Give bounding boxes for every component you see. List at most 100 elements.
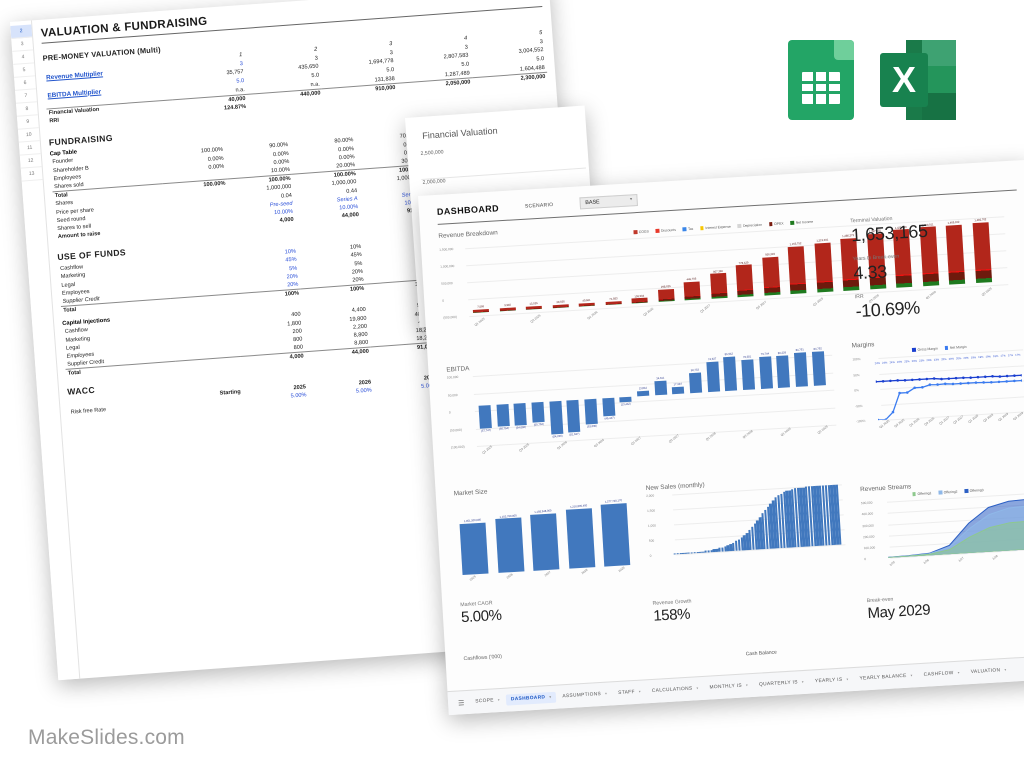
revenue-growth-value: 158%: [652, 605, 691, 625]
bar: [566, 399, 581, 433]
bar-value-label: 1,216,895,400: [569, 504, 587, 510]
bar-value-label: (63,096): [586, 424, 598, 429]
data-label: 17%: [1007, 354, 1014, 358]
x-axis-tick: Q3 2025: [530, 313, 542, 324]
bar: [776, 355, 791, 388]
y-axis-tick: (50,000): [449, 427, 462, 433]
bar-column: 13,844: [636, 366, 652, 437]
terminal-valuation-kpi: Terminal Valuation 1,653,165: [850, 214, 928, 246]
revenue-breakdown-panel: Revenue Breakdown COGS Discounts Tax Intere…: [438, 199, 1015, 361]
data-label: 24%: [882, 361, 888, 365]
sheet-tab-yearly-is[interactable]: YEARLY IS: [810, 674, 854, 688]
sheet-tab-yearly-balance[interactable]: YEARLY BALANCE: [854, 670, 918, 685]
bar: 71,583: [605, 297, 622, 305]
bar-value-label: 9,940: [503, 303, 511, 308]
bar: 109,504: [631, 294, 648, 304]
bar-value-label: 1,158,948,000: [534, 509, 552, 515]
sheet-tab-monthly-is[interactable]: MONTHLY IS: [704, 680, 753, 694]
bar-value-label: 1,051,200,000: [463, 518, 482, 524]
years-to-breakeven-value: 4.33: [852, 261, 888, 284]
y-axis-tick: -100%: [856, 418, 866, 424]
sheet-tab-valuation[interactable]: VALUATION: [966, 665, 1012, 679]
sheet-tab-dashboard[interactable]: DASHBOARD: [505, 691, 557, 706]
bar: 298,635: [657, 285, 675, 302]
y-axis-tick: 500,000: [860, 500, 873, 506]
bar-column: 80,229: [776, 352, 793, 428]
bar-value-label: 778,429: [738, 260, 749, 265]
bar-column: 84,762: [811, 348, 828, 426]
bar: [636, 390, 650, 397]
bar: [723, 356, 738, 392]
bar-column: 76,381: [741, 355, 757, 430]
bar-column: (45,447): [600, 368, 616, 439]
data-label: 17%: [1015, 353, 1021, 357]
bar-value-label: 29,636: [555, 300, 565, 305]
bar-value-label: (45,447): [604, 416, 615, 421]
bar: [654, 380, 667, 396]
bar: [811, 351, 826, 386]
financial-valuation-chart-title: Financial Valuation: [421, 125, 498, 141]
bar-column: 34,611: [653, 365, 669, 436]
legend-item: Discounts: [655, 228, 676, 233]
margins-line-series: [874, 374, 1024, 421]
google-sheets-icon[interactable]: [788, 40, 854, 120]
sheet-tab-staff[interactable]: STAFF: [613, 686, 646, 699]
bar: 1,051,200,000: [459, 519, 489, 576]
bar-column: (56,754): [494, 374, 510, 445]
y-axis-tick: (100,000): [450, 444, 465, 450]
sheet-tab-cashflow[interactable]: CASHFLOW: [918, 667, 965, 681]
sheet-tab-calculations[interactable]: CALCULATIONS: [647, 683, 704, 697]
x-axis-tick: Q3 2027: [755, 300, 768, 311]
revenue-streams-panel: Revenue Streams Offering1 Offering2 Offeri…: [860, 476, 1024, 596]
y-axis-tick: -50%: [855, 403, 863, 409]
microsoft-excel-icon[interactable]: X: [880, 40, 956, 120]
bar: 1,155,752: [787, 243, 807, 294]
bar: 1,216,895,400: [565, 504, 595, 569]
x-axis-tick: Q1 2026: [586, 310, 599, 321]
bar: 1,219,031: [814, 238, 834, 293]
x-axis-tick: 2027: [543, 570, 552, 578]
bar-value-label: 50,733: [690, 368, 700, 373]
bar-value-label: (81,627): [569, 432, 580, 437]
bar-series: (57,747) (56,754) (54,660) (50,752) (84,236)…: [477, 348, 829, 446]
y-axis-tick: 0: [442, 298, 445, 303]
bar: [794, 352, 809, 387]
bar-column: (84,236): [547, 371, 564, 442]
data-label: 20%: [941, 358, 947, 362]
dashboard-sheet[interactable]: DASHBOARD SCENARIO BASE Revenue Breakdow…: [418, 159, 1024, 716]
row-number[interactable]: 13: [20, 167, 43, 182]
bar-value-label: 13,844: [638, 386, 648, 390]
data-label: 23%: [904, 360, 910, 364]
bar-column: 84,761: [794, 349, 810, 427]
scenario-dropdown[interactable]: BASE: [578, 193, 638, 209]
market-cagr-value: 5.00%: [460, 606, 503, 627]
sheet-tab-scope[interactable]: SCOPE: [470, 695, 505, 708]
data-label: 23%: [926, 358, 932, 363]
margins-panel: Margins Gross Margin Net Margin 100% 50% 0%…: [851, 332, 1024, 462]
new-sales-chart: 2,000 1,500 1,000 500 0: [646, 482, 851, 582]
x-axis-tick: Q1 2029: [924, 290, 937, 301]
bar: 1,466,102: [945, 221, 966, 285]
all-sheets-icon[interactable]: ☰: [457, 699, 465, 708]
sheet-tab-assumptions[interactable]: ASSUMPTIONS: [557, 688, 612, 702]
x-axis-tick: Q1 2025: [473, 316, 486, 328]
data-label: 19%: [985, 355, 991, 359]
y-axis-tick: 1,500,000: [439, 247, 454, 252]
market-size-panel: Market Size 1,051,200,000 1,103,760,000 1,…: [454, 480, 640, 602]
sheet-tab-quarterly-is[interactable]: QUARTERLY IS: [754, 677, 810, 691]
y-axis-tick: 100,000: [863, 545, 876, 551]
bar-column: 17,344: [671, 364, 687, 435]
bar-value-label: 445,706: [686, 277, 697, 282]
bar-value-label: 84,762: [813, 347, 822, 352]
breakeven-value: May 2029: [867, 601, 931, 623]
bar-value-label: 85,942: [725, 352, 734, 357]
data-label: 20%: [955, 357, 962, 361]
bar-series: 1,051,200,000 1,103,760,000 1,158,948,000 1…: [459, 500, 631, 576]
legend-item: COGS: [633, 229, 649, 235]
bar: 1,158,948,000: [530, 509, 560, 571]
y-axis-tick: 0: [649, 553, 652, 558]
sheet-tab-bar[interactable]: ☰ SCOPEDASHBOARDASSUMPTIONSSTAFFCALCULAT…: [447, 654, 1024, 716]
y-axis-tick: 100,000: [446, 374, 459, 380]
data-label: 24%: [896, 360, 903, 364]
bar-value-label: 71,583: [608, 297, 618, 301]
